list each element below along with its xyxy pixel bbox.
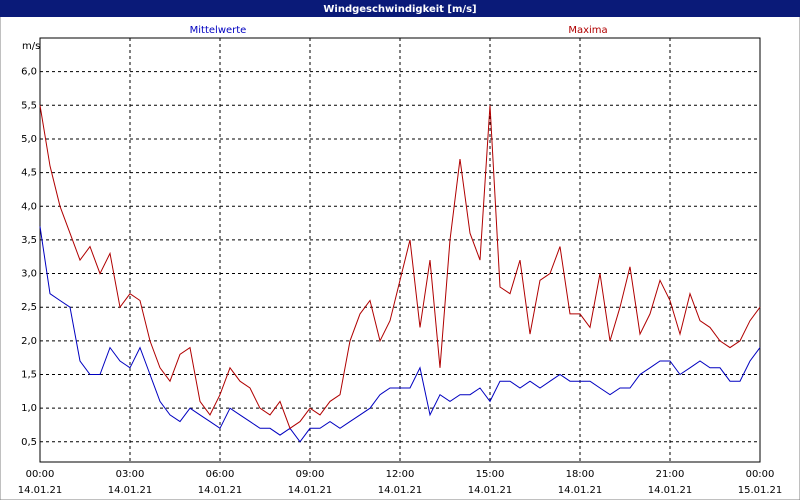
x-tick-date: 14.01.21 bbox=[18, 485, 63, 496]
y-tick-label: 4,5 bbox=[21, 168, 37, 179]
x-tick-label: 12:00 bbox=[386, 469, 415, 480]
y-tick-label: 3,5 bbox=[21, 235, 37, 246]
y-tick-label: 3,0 bbox=[21, 269, 37, 280]
x-tick-label: 06:00 bbox=[206, 469, 235, 480]
y-tick-label: 5,0 bbox=[21, 134, 37, 145]
x-tick-label: 00:00 bbox=[26, 469, 55, 480]
x-tick-date: 14.01.21 bbox=[378, 485, 423, 496]
x-tick-date: 14.01.21 bbox=[288, 485, 333, 496]
legend-label: Mittelwerte bbox=[190, 25, 247, 36]
x-tick-label: 15:00 bbox=[476, 469, 505, 480]
x-tick-label: 03:00 bbox=[116, 469, 145, 480]
data-line bbox=[39, 226, 761, 443]
y-tick-label: 0,5 bbox=[21, 437, 37, 448]
x-tick-date: 14.01.21 bbox=[468, 485, 513, 496]
title-bar bbox=[0, 0, 800, 17]
y-tick-label: 6,0 bbox=[21, 67, 37, 78]
y-tick-label: 2,5 bbox=[21, 302, 37, 313]
x-tick-date: 14.01.21 bbox=[108, 485, 153, 496]
x-tick-date: 14.01.21 bbox=[198, 485, 243, 496]
legend-label: Maxima bbox=[568, 25, 607, 36]
y-tick-label: 2,0 bbox=[21, 336, 37, 347]
x-tick-label: 09:00 bbox=[296, 469, 325, 480]
x-tick-label: 18:00 bbox=[566, 469, 595, 480]
x-tick-label: 00:00 bbox=[746, 469, 775, 480]
chart-title: Windgeschwindigkeit [m/s] bbox=[323, 4, 476, 15]
x-tick-date: 15.01.21 bbox=[738, 485, 783, 496]
y-axis-label: m/s bbox=[22, 41, 40, 52]
x-tick-label: 21:00 bbox=[656, 469, 685, 480]
x-tick-date: 14.01.21 bbox=[648, 485, 693, 496]
y-tick-label: 5,5 bbox=[21, 100, 37, 111]
data-line bbox=[39, 105, 761, 430]
y-tick-label: 4,0 bbox=[21, 201, 37, 212]
y-tick-label: 1,5 bbox=[21, 370, 37, 381]
x-tick-date: 14.01.21 bbox=[558, 485, 603, 496]
y-tick-label: 1,0 bbox=[21, 403, 37, 414]
